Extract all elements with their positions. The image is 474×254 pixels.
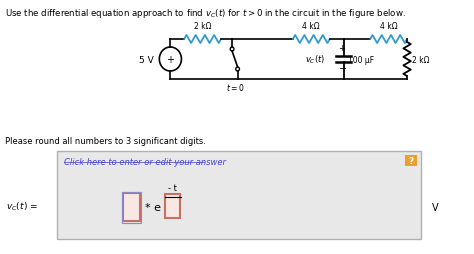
Text: +: +: [166, 55, 174, 65]
Text: 2 kΩ: 2 kΩ: [194, 22, 211, 31]
Text: −: −: [339, 64, 347, 74]
Bar: [405, 155, 417, 166]
Text: $v_C(t)$ =: $v_C(t)$ =: [7, 200, 38, 212]
Text: 100 μF: 100 μF: [348, 55, 374, 64]
Text: Use the differential equation approach to find $v_C(t)$ for $t > 0$ in the circu: Use the differential equation approach t…: [5, 7, 406, 20]
Text: 4 kΩ: 4 kΩ: [380, 22, 398, 31]
Text: V: V: [432, 202, 438, 212]
Text: Click here to enter or edit your answer: Click here to enter or edit your answer: [64, 157, 227, 166]
Bar: [57, 151, 421, 239]
Text: ?: ?: [409, 156, 414, 165]
Text: Please round all numbers to 3 significant digits.: Please round all numbers to 3 significan…: [5, 136, 206, 146]
Text: $t = 0$: $t = 0$: [226, 82, 244, 93]
Text: $v_C(t)$: $v_C(t)$: [305, 54, 325, 66]
Bar: [122, 192, 141, 223]
Text: - t: - t: [168, 183, 177, 192]
Bar: [165, 194, 180, 218]
Text: 5 V: 5 V: [139, 55, 154, 64]
Text: 2 kΩ: 2 kΩ: [412, 55, 429, 64]
Bar: [123, 193, 140, 221]
Text: 4 kΩ: 4 kΩ: [302, 22, 320, 31]
Text: +: +: [338, 44, 345, 53]
Text: * e: * e: [145, 202, 161, 212]
